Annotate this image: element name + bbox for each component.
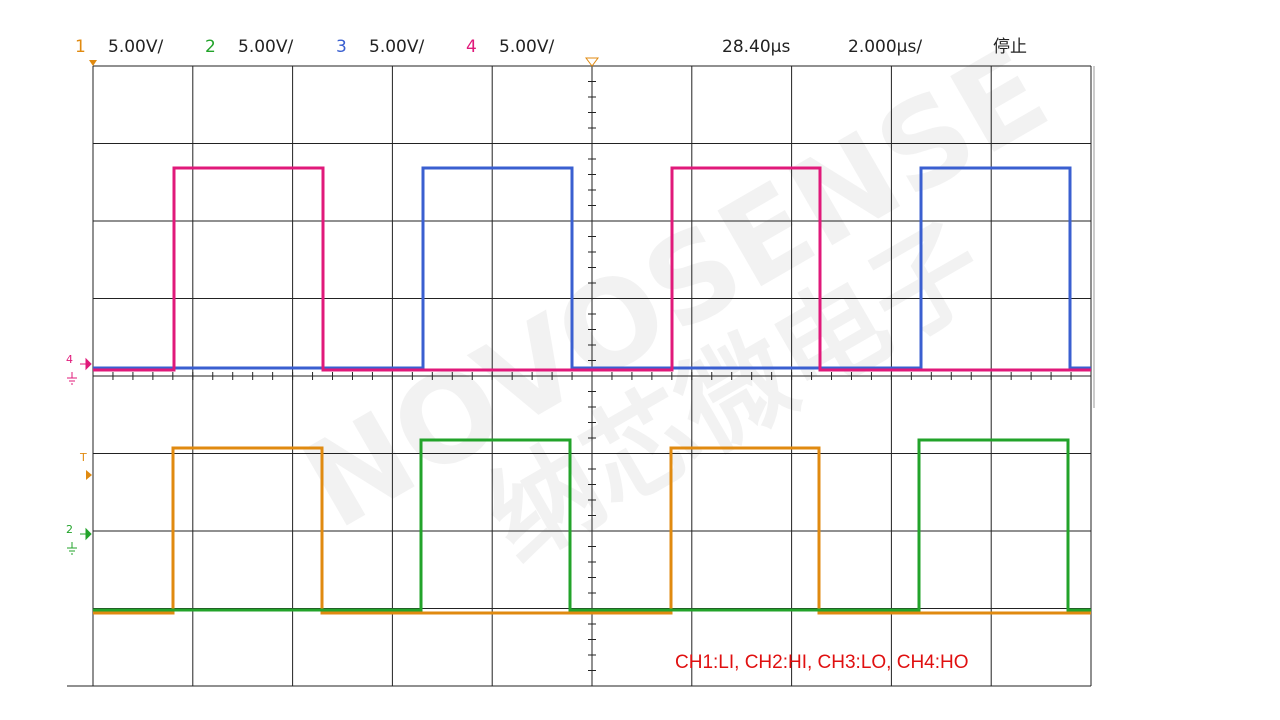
ground-marker-label: 4: [66, 353, 73, 366]
ground-marker: [67, 527, 92, 555]
ch2-waveform: [93, 438, 1091, 612]
ch4-waveform: [93, 166, 1091, 372]
channel-annotation: CH1:LI, CH2:HI, CH3:LO, CH4:HO: [675, 652, 969, 673]
ch1-waveform: [93, 446, 1091, 615]
channel-number: 4: [466, 37, 477, 57]
channel-number: 3: [336, 37, 347, 57]
channel-scale: 5.00V/: [108, 37, 163, 57]
trigger-position-marker: [89, 60, 97, 66]
channel-number: 1: [75, 37, 86, 57]
ground-marker-label: 2: [66, 523, 73, 536]
channel-scale: 5.00V/: [499, 37, 554, 57]
channel-number: 2: [205, 37, 216, 57]
timebase: 2.000µs/: [848, 37, 922, 57]
run-status: 停止: [993, 37, 1027, 57]
channel-scale: 5.00V/: [369, 37, 424, 57]
watermark: NOVOSENSE 纳芯微电子: [282, 21, 1070, 585]
trigger-marker-label: T: [79, 451, 87, 464]
ground-marker: [67, 357, 92, 385]
trigger-marker: [86, 470, 92, 480]
time-marker: [585, 57, 599, 67]
channel-scale: 5.00V/: [238, 37, 293, 57]
time-position: 28.40µs: [722, 37, 790, 57]
ch3-waveform: [93, 166, 1091, 370]
